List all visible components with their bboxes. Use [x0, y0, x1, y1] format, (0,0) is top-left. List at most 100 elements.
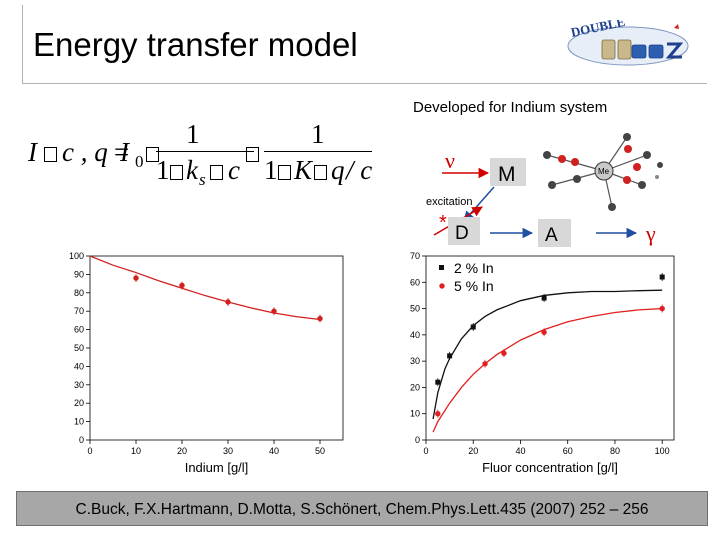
formula-den2-slash-c: / c — [346, 155, 373, 185]
data-point — [133, 275, 139, 281]
y-tick-label: 60 — [410, 277, 420, 287]
indium-quenching-chart: 0 10 20 30 40 50 0 10 20 30 40 50 60 70 80 90 100 Indium … — [69, 251, 344, 475]
data-point — [435, 379, 441, 385]
me-complex-icon: Me — [543, 133, 663, 211]
formula-numerator-1: 1 — [186, 119, 200, 149]
subtitle: Developed for Indium system — [413, 99, 608, 116]
data-point — [317, 315, 323, 322]
formula-I0: I — [120, 137, 129, 167]
data-point — [659, 305, 665, 312]
formula-placeholder-box — [170, 165, 183, 180]
data-point — [501, 350, 507, 356]
y-tick-label: 30 — [410, 356, 420, 366]
fluor-concentration-chart: 0 20 40 60 80 100 0 10 20 30 40 50 60 70 Fluor concent… — [410, 251, 675, 475]
legend-label: 2 % In — [454, 260, 494, 276]
legend-label: 5 % In — [454, 278, 494, 294]
x-axis-label: Indium [g/l] — [185, 460, 249, 475]
energy-transfer-formula: I c , q = I 0 1 1 k s c 1 1 K q / c — [24, 117, 379, 189]
x-tick-label: 50 — [315, 446, 325, 456]
m-box — [490, 158, 526, 186]
y-tick-label: 70 — [74, 306, 84, 316]
d-box — [448, 217, 480, 245]
y-tick-label: 80 — [74, 288, 84, 298]
y-tick-label: 70 — [410, 251, 420, 261]
data-point — [435, 411, 441, 417]
excitation-label: excitation — [426, 196, 472, 208]
formula-fraction-bar-2 — [264, 151, 372, 152]
x-tick-label: 60 — [563, 446, 573, 456]
formula-den1-c: c — [228, 155, 240, 185]
formula-den2-q: q — [331, 155, 345, 185]
star-label: * — [439, 212, 447, 234]
y-tick-label: 50 — [410, 304, 420, 314]
x-tick-label: 40 — [269, 446, 279, 456]
data-point — [271, 308, 277, 314]
data-point — [659, 274, 665, 280]
formula-placeholder-box — [146, 147, 159, 162]
x-tick-label: 100 — [655, 446, 670, 456]
a-label: A — [545, 225, 558, 246]
formula-placeholder-box — [246, 147, 259, 162]
formula-lhs-I: I — [28, 137, 37, 167]
y-tick-label: 40 — [74, 361, 84, 371]
x-tick-label: 30 — [223, 446, 233, 456]
data-point — [179, 282, 185, 289]
formula-den2-K: K — [294, 155, 313, 185]
formula-den1-one: 1 — [156, 155, 170, 185]
formula-den1-subscript: s — [199, 170, 206, 189]
formula-numerator-2: 1 — [311, 119, 325, 149]
me-label: Me — [598, 167, 610, 176]
page-title: Energy transfer model — [33, 26, 358, 63]
formula-fraction-bar-1 — [156, 151, 254, 152]
title-frame-left — [22, 5, 23, 84]
formula-placeholder-box — [210, 165, 223, 180]
formula-den1-k: k — [186, 155, 198, 185]
x-axis-label: Fluor concentration [g/l] — [482, 460, 618, 475]
formula-lhs-args: c , q — [62, 137, 108, 167]
m-label: M — [498, 163, 516, 186]
data-point — [447, 353, 453, 359]
a-box — [538, 219, 571, 247]
data-point — [541, 295, 547, 301]
data-point — [225, 299, 231, 305]
y-tick-label: 10 — [74, 417, 84, 427]
data-point — [541, 329, 547, 335]
citation-bar: C.Buck, F.X.Hartmann, D.Motta, S.Schöner… — [16, 491, 708, 526]
x-tick-label: 10 — [131, 446, 141, 456]
x-tick-label: 0 — [87, 446, 92, 456]
series-fit-curve — [432, 307, 663, 433]
formula-equals: = — [114, 137, 130, 167]
legend-marker — [439, 265, 444, 270]
series-fit-curve — [89, 255, 321, 321]
x-tick-label: 40 — [515, 446, 525, 456]
series-fit-curve — [432, 289, 663, 420]
y-tick-label: 100 — [69, 251, 84, 261]
double-chooz-logo-icon: DOUBLE — [567, 20, 689, 66]
formula-placeholder-box — [314, 165, 327, 180]
x-tick-label: 80 — [610, 446, 620, 456]
gamma-label: γ — [645, 221, 656, 246]
formula-placeholder-box — [44, 147, 57, 162]
x-tick-label: 20 — [177, 446, 187, 456]
y-tick-label: 10 — [410, 409, 420, 419]
x-tick-label: 0 — [423, 446, 428, 456]
formula-I0-subscript: 0 — [135, 152, 144, 171]
citation-text: C.Buck, F.X.Hartmann, D.Motta, S.Schöner… — [75, 501, 649, 518]
plot-frame — [425, 255, 675, 441]
plot-frame — [89, 255, 344, 441]
y-tick-label: 90 — [74, 269, 84, 279]
y-tick-label: 0 — [415, 435, 420, 445]
y-tick-label: 20 — [74, 398, 84, 408]
x-tick-label: 20 — [468, 446, 478, 456]
formula-den2-one: 1 — [264, 155, 278, 185]
y-tick-label: 40 — [410, 330, 420, 340]
nu-label: ν — [445, 148, 455, 173]
data-point — [482, 361, 488, 367]
y-tick-label: 20 — [410, 382, 420, 392]
y-tick-label: 30 — [74, 380, 84, 390]
y-tick-label: 50 — [74, 343, 84, 353]
energy-transfer-scheme: ν M Me excitation * D A — [426, 133, 663, 247]
y-tick-label: 0 — [79, 435, 84, 445]
formula-placeholder-box — [278, 165, 291, 180]
y-tick-label: 60 — [74, 325, 84, 335]
